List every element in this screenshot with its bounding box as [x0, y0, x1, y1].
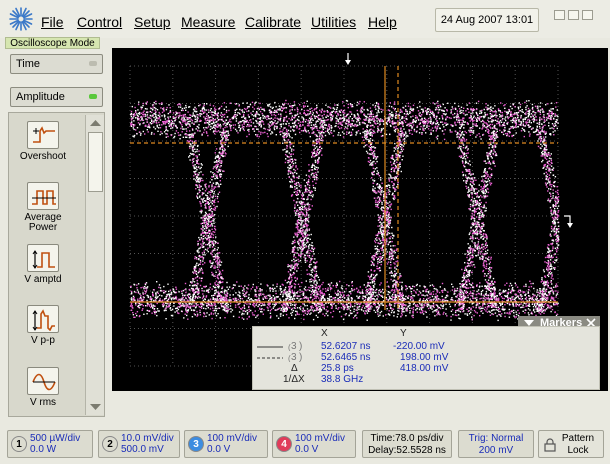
trigger-button[interactable]: Trig: Normal 200 mV — [458, 430, 534, 458]
amplitude-label: V amptd — [24, 274, 62, 285]
channel-4-badge: 4 — [276, 436, 292, 452]
amplitude-icon — [32, 250, 55, 269]
trigger-level: 200 mV — [478, 445, 514, 456]
date-time-display: 24 Aug 2007 13:01 — [435, 8, 539, 32]
amplitude-indicator-icon — [89, 94, 97, 99]
measurement-scrollbar[interactable] — [85, 115, 104, 415]
channel-1-badge: 1 — [11, 436, 27, 452]
timebase-button[interactable]: Time:78.0 ps/div Delay:52.5528 ns — [362, 430, 452, 458]
rms-label: V rms — [29, 397, 57, 408]
lock-icon — [544, 438, 556, 452]
pattern-label: Pattern — [561, 433, 595, 444]
markers-col-x: X — [321, 328, 328, 339]
marker2-source: 3 — [291, 352, 297, 363]
scroll-up-icon[interactable] — [87, 116, 104, 130]
trigger-mode: Trig: Normal — [468, 433, 524, 444]
channel-1-offset: 0.0 W — [30, 444, 57, 455]
dashed-marker-line-icon: ( — [257, 354, 291, 362]
markers-readout-panel: X Y ( 3 ) 52.6207 ns -220.00 mV ( 3 ) 52… — [252, 326, 600, 390]
delta-x: 25.8 ps — [321, 363, 354, 374]
timebase-delay: Delay:52.5528 ns — [368, 445, 446, 456]
average-power-measurement[interactable]: Average Power — [9, 182, 77, 233]
delta-y: 418.00 mV — [400, 363, 449, 374]
menu-control[interactable]: Control — [77, 14, 123, 30]
scrollbar-thumb[interactable] — [88, 132, 103, 192]
menu-bar: File Control Setup Measure Calibrate Uti… — [0, 0, 610, 38]
average-power-icon — [32, 190, 56, 205]
channel-2-badge: 2 — [102, 436, 118, 452]
peak-to-peak-button[interactable] — [27, 305, 59, 333]
menu-utilities[interactable]: Utilities — [311, 14, 357, 30]
oscilloscope-mode-label[interactable]: Oscilloscope Mode — [5, 37, 100, 49]
menu-file[interactable]: File — [41, 14, 64, 30]
overshoot-measurement[interactable]: Overshoot — [9, 121, 77, 162]
channel-3-badge: 3 — [188, 436, 204, 452]
rms-button[interactable] — [27, 367, 59, 395]
average-power-button[interactable] — [27, 182, 59, 210]
channel-1-button[interactable]: 1 500 µW/div 0.0 W — [7, 430, 93, 458]
pattern-lock-button[interactable]: Pattern Lock — [538, 430, 604, 458]
close-icon[interactable] — [586, 318, 596, 328]
time-dropdown-label: Time — [16, 58, 41, 70]
channel-3-scale: 100 mV/div — [207, 433, 258, 444]
maximize-button[interactable] — [568, 10, 579, 20]
solid-marker-line-icon: ( — [257, 343, 291, 351]
rms-icon — [32, 373, 56, 391]
amplitude-dropdown[interactable]: Amplitude — [10, 87, 103, 107]
menu-measure[interactable]: Measure — [181, 14, 236, 30]
minimize-button[interactable] — [554, 10, 565, 20]
menu-setup[interactable]: Setup — [134, 14, 171, 30]
channel-2-offset: 500.0 mV — [121, 444, 164, 455]
lock-label: Lock — [567, 445, 589, 456]
overshoot-label: Overshoot — [19, 151, 67, 162]
amplitude-measurement[interactable]: V amptd — [9, 244, 77, 285]
time-reference-icon — [345, 53, 351, 65]
menu-help[interactable]: Help — [368, 14, 397, 30]
channel-4-button[interactable]: 4 100 mV/div 0.0 V — [272, 430, 356, 458]
channel-3-button[interactable]: 3 100 mV/div 0.0 V — [184, 430, 268, 458]
time-dropdown[interactable]: Time — [10, 54, 103, 74]
scroll-down-icon[interactable] — [87, 400, 104, 414]
timebase-scale: Time:78.0 ps/div — [370, 433, 444, 444]
marker1-y: -220.00 mV — [393, 341, 445, 352]
channel-4-scale: 100 mV/div — [295, 433, 346, 444]
peak-to-peak-measurement[interactable]: V p-p — [9, 305, 77, 346]
markers-col-y: Y — [400, 328, 407, 339]
status-bar: 1 500 µW/div 0.0 W 2 10.0 mV/div 500.0 m… — [0, 424, 610, 464]
overshoot-button[interactable] — [27, 121, 59, 149]
trigger-level-icon — [564, 215, 573, 228]
delta-label: Δ — [291, 363, 298, 374]
eye-diagram-trace — [130, 99, 560, 322]
inverse-delta-label: 1/ΔX — [283, 374, 305, 385]
menu-calibrate[interactable]: Calibrate — [245, 14, 302, 30]
measurement-toolbar: Overshoot Average Power V amptd — [8, 112, 105, 417]
marker2-x: 52.6465 ns — [321, 352, 371, 363]
marker1-paren: ) — [299, 341, 303, 352]
channel-2-button[interactable]: 2 10.0 mV/div 500.0 mV — [98, 430, 180, 458]
channel-3-offset: 0.0 V — [207, 444, 231, 455]
close-button[interactable] — [582, 10, 593, 20]
marker2-paren: ) — [299, 352, 303, 363]
channel-1-scale: 500 µW/div — [30, 433, 81, 444]
collapse-chevron-icon[interactable] — [523, 319, 535, 327]
time-indicator-icon — [89, 61, 97, 66]
rms-measurement[interactable]: V rms — [9, 367, 77, 408]
marker1-source: 3 — [291, 341, 297, 352]
channel-2-scale: 10.0 mV/div — [121, 433, 174, 444]
amplitude-dropdown-label: Amplitude — [16, 91, 65, 103]
peak-to-peak-icon — [32, 309, 55, 331]
inverse-delta-x: 38.8 GHz — [321, 374, 364, 385]
agilent-logo-icon — [9, 7, 33, 31]
peak-to-peak-label: V p-p — [31, 335, 55, 346]
marker-lines — [130, 66, 558, 310]
marker2-y: 198.00 mV — [400, 352, 449, 363]
amplitude-button[interactable] — [27, 244, 59, 272]
overshoot-icon — [33, 126, 55, 143]
marker1-x: 52.6207 ns — [321, 341, 371, 352]
channel-4-offset: 0.0 V — [295, 444, 319, 455]
average-power-label: Average Power — [24, 212, 62, 233]
